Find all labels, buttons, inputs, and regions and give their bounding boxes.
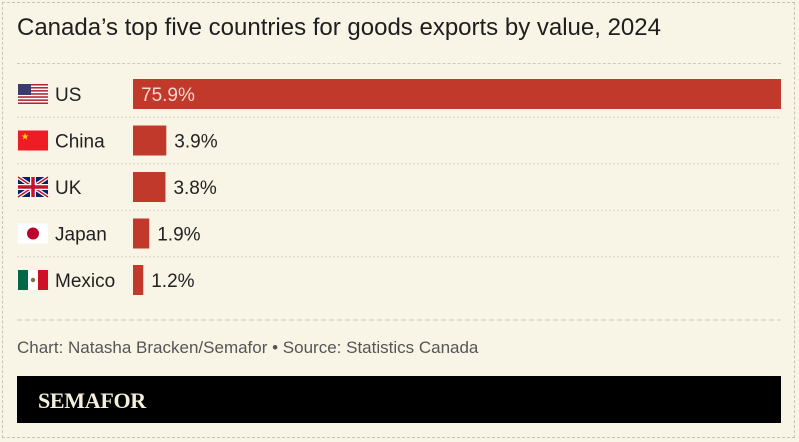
bar-row-japan: Japan 1.9% [18, 218, 201, 249]
bar [133, 125, 167, 156]
bar [133, 79, 781, 109]
bar [133, 172, 166, 202]
japan-flag-icon [18, 223, 48, 244]
chart-frame [2, 2, 795, 438]
category-label: Japan [55, 225, 107, 246]
value-label: 3.8% [173, 178, 216, 199]
value-label: 1.9% [157, 225, 200, 246]
chart-credit: Chart: Natasha Bracken/Semafor • Source:… [17, 338, 479, 357]
value-label: 1.2% [151, 271, 194, 292]
category-label: US [55, 85, 81, 106]
title-divider [17, 63, 781, 64]
category-label: Mexico [55, 271, 115, 292]
chart-title: Canada’s top five countries for goods ex… [17, 14, 661, 41]
brand-bar: SEMAFOR [17, 376, 781, 423]
bar-row-china: ★ China 3.9% [18, 125, 218, 156]
bar [133, 218, 150, 249]
value-label: 75.9% [141, 85, 195, 106]
bar-row-us: US 75.9% [18, 79, 781, 109]
bar [133, 265, 144, 295]
bar-row-uk: UK 3.8% [16, 172, 217, 202]
category-label: UK [55, 178, 82, 199]
semafor-logo: SEMAFOR [38, 388, 146, 413]
us-flag-icon [18, 84, 48, 104]
china-flag-icon: ★ [18, 130, 48, 151]
category-label: China [55, 132, 105, 153]
svg-text:★: ★ [21, 132, 29, 142]
uk-flag-icon [16, 175, 50, 199]
mexico-flag-icon [18, 270, 48, 290]
value-label: 3.9% [174, 132, 217, 153]
bar-row-mexico: Mexico 1.2% [18, 265, 195, 295]
